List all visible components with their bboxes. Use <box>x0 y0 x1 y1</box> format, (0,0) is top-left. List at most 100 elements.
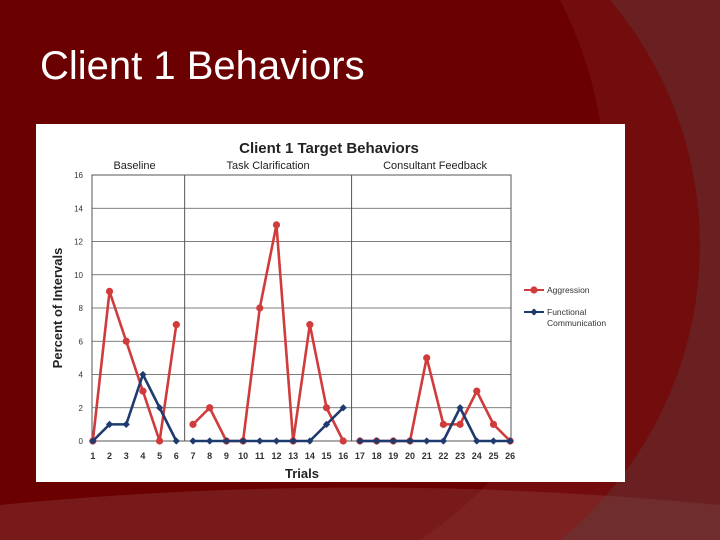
legend-entry: Functional Communication <box>524 307 606 328</box>
x-tick-label: 24 <box>472 451 482 461</box>
data-point-functional-communication <box>172 437 180 445</box>
data-point-functional-communication <box>156 404 164 412</box>
x-tick-label: 23 <box>455 451 465 461</box>
x-tick-label: 22 <box>438 451 448 461</box>
x-tick-label: 21 <box>422 451 432 461</box>
x-tick-label: 14 <box>305 451 315 461</box>
x-tick-label: 25 <box>488 451 498 461</box>
x-tick-label: 2 <box>107 451 112 461</box>
y-tick-label: 16 <box>74 171 83 180</box>
data-point-functional-communication <box>456 404 464 412</box>
data-point-aggression <box>423 354 431 362</box>
data-point-functional-communication <box>356 437 364 445</box>
data-point-functional-communication <box>339 404 347 412</box>
data-point-functional-communication <box>373 437 381 445</box>
data-point-functional-communication <box>473 437 481 445</box>
data-point-functional-communication <box>89 437 97 445</box>
data-point-functional-communication <box>389 437 397 445</box>
phase-label: Task Clarification <box>227 160 310 172</box>
data-point-aggression <box>489 420 498 428</box>
x-tick-label: 11 <box>255 451 265 461</box>
data-point-functional-communication <box>506 437 514 445</box>
phase-label: Consultant Feedback <box>383 160 487 172</box>
data-point-functional-communication <box>206 437 214 445</box>
data-point-functional-communication <box>222 437 230 445</box>
data-point-aggression <box>105 287 114 295</box>
x-tick-label: 8 <box>207 451 212 461</box>
y-tick-label: 8 <box>79 304 84 313</box>
data-point-aggression <box>172 321 180 329</box>
data-point-functional-communication <box>423 437 431 445</box>
chart-title: Client 1 Target Behaviors <box>239 140 419 157</box>
x-tick-label: 6 <box>174 451 179 461</box>
x-tick-label: 12 <box>271 451 281 461</box>
legend-entry: Aggression <box>524 285 590 295</box>
data-point-aggression <box>339 437 347 445</box>
y-tick-label: 0 <box>79 437 84 446</box>
legend: Aggression Functional Communication <box>524 285 606 328</box>
data-point-functional-communication <box>256 437 264 445</box>
x-tick-label: 9 <box>224 451 229 461</box>
data-point-functional-communication <box>439 437 447 445</box>
data-point-aggression <box>272 221 281 229</box>
x-tick-label: 17 <box>355 451 365 461</box>
data-point-aggression <box>456 420 464 428</box>
series-line-segment <box>359 356 512 443</box>
x-tick-label: 1 <box>90 451 95 461</box>
x-axis-label: Trials <box>285 466 319 481</box>
phase-labels: Baseline Task Clarification Consultant Fee… <box>113 160 488 441</box>
x-tick-label: 10 <box>238 451 248 461</box>
data-point-aggression <box>530 286 538 294</box>
data-point-functional-communication <box>530 308 538 316</box>
data-point-aggression <box>439 420 447 428</box>
data-point-aggression <box>139 387 147 395</box>
data-point-functional-communication <box>239 437 247 445</box>
y-tick-label: 2 <box>79 404 84 413</box>
data-point-aggression <box>256 304 264 312</box>
data-point-aggression <box>206 404 214 412</box>
chart-panel: Client 1 Target Behaviors Percent of Int… <box>36 124 625 482</box>
x-tick-label: 7 <box>190 451 195 461</box>
x-tick-label: 5 <box>157 451 162 461</box>
legend-label: Aggression <box>547 285 590 295</box>
data-point-aggression <box>306 321 314 329</box>
x-tick-label: 16 <box>338 451 348 461</box>
y-tick-label: 6 <box>79 337 84 346</box>
x-tick-label: 19 <box>388 451 398 461</box>
series-aggression <box>89 221 514 445</box>
data-point-aggression <box>122 337 130 345</box>
data-point-functional-communication <box>105 420 114 428</box>
data-point-aggression <box>189 420 197 428</box>
data-point-functional-communication <box>189 437 197 445</box>
data-point-aggression <box>322 404 331 412</box>
data-point-aggression <box>473 387 481 395</box>
y-tick-label: 10 <box>74 271 83 280</box>
x-tick-label: 4 <box>140 451 145 461</box>
y-tick-label: 4 <box>79 371 84 380</box>
x-tick-label: 3 <box>124 451 129 461</box>
x-tick-label: 18 <box>372 451 382 461</box>
series-line-segment <box>359 406 511 443</box>
series-line-segment <box>91 373 178 442</box>
data-point-functional-communication <box>289 437 297 445</box>
x-tick-label: 15 <box>322 451 332 461</box>
slide-title: Client 1 Behaviors <box>40 44 365 88</box>
data-point-functional-communication <box>139 370 147 379</box>
y-axis-label: Percent of Intervals <box>50 248 65 369</box>
data-point-functional-communication <box>272 437 281 445</box>
data-point-functional-communication <box>406 437 414 445</box>
data-point-aggression <box>156 437 164 445</box>
data-point-functional-communication <box>489 437 498 445</box>
legend-label: Functional Communication <box>547 307 606 328</box>
phase-label: Baseline <box>113 160 155 172</box>
y-tick-label: 12 <box>74 238 83 247</box>
series-line-segment <box>192 406 345 443</box>
data-point-functional-communication <box>306 437 314 445</box>
series-line-segment <box>192 223 345 443</box>
x-tick-label: 26 <box>505 451 515 461</box>
data-point-functional-communication <box>322 420 331 428</box>
series-line-segment <box>91 290 178 443</box>
line-chart: Client 1 Target Behaviors Percent of Int… <box>50 140 606 481</box>
